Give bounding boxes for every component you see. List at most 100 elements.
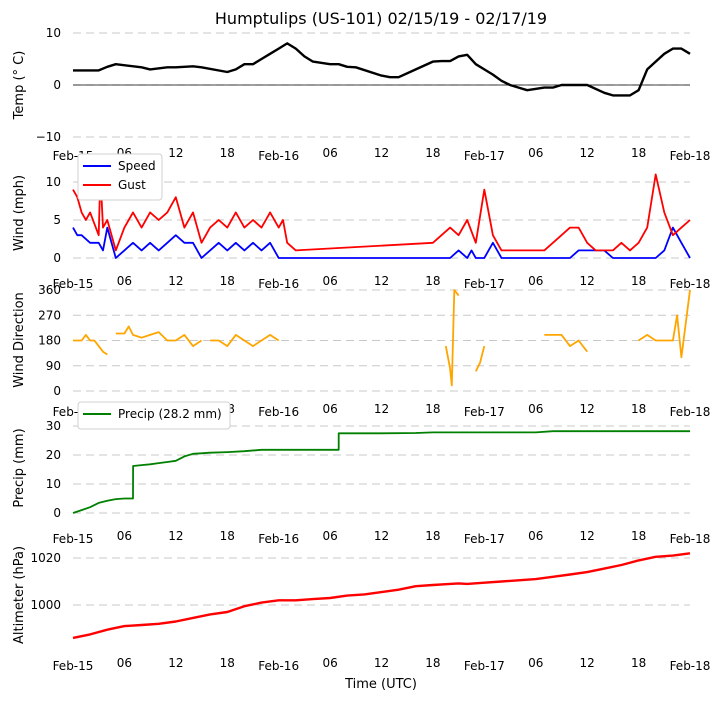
x-tick-label: 06 bbox=[322, 402, 337, 416]
y-axis-label: Precip (mm) bbox=[12, 428, 27, 507]
series-line-direction bbox=[210, 334, 280, 347]
y-tick-label: 180 bbox=[38, 334, 61, 348]
x-tick-label: Feb-18 bbox=[670, 659, 711, 673]
x-tick-label: Feb-16 bbox=[258, 659, 299, 673]
series-line-direction bbox=[115, 325, 202, 347]
y-tick-label: 10 bbox=[46, 175, 61, 189]
x-tick-label: Feb-15 bbox=[53, 532, 94, 546]
x-tick-label: Feb-18 bbox=[670, 532, 711, 546]
x-tick-label: 06 bbox=[528, 656, 543, 670]
x-tick-label: Feb-16 bbox=[258, 532, 299, 546]
x-tick-label: Feb-17 bbox=[464, 532, 505, 546]
x-axis-label: Time (UTC) bbox=[344, 677, 417, 692]
x-tick-label: 12 bbox=[374, 656, 389, 670]
x-tick-label: Feb-18 bbox=[670, 405, 711, 419]
panel-precip: 30 20 10 0 Feb-15 06 12 18 Feb-16 06 12 18 Feb-17 06 1… bbox=[12, 401, 711, 546]
x-tick-label: 18 bbox=[631, 529, 646, 543]
series-line-direction bbox=[474, 345, 486, 372]
x-tick-label: 06 bbox=[322, 656, 337, 670]
x-tick-label: 12 bbox=[374, 402, 389, 416]
y-axis-label: Wind Direction bbox=[12, 292, 27, 388]
x-tick-label: Feb-17 bbox=[464, 277, 505, 291]
series-line-temp bbox=[73, 42, 691, 97]
series-line-direction bbox=[638, 289, 691, 359]
x-tick-label: 18 bbox=[425, 274, 440, 288]
legend-box bbox=[77, 401, 231, 430]
series-line-direction bbox=[544, 334, 588, 353]
x-tick-label: 12 bbox=[374, 274, 389, 288]
series-line-gust bbox=[72, 173, 691, 252]
legend-label: Precip (28.2 mm) bbox=[118, 407, 222, 421]
x-tick-label: Feb-17 bbox=[464, 149, 505, 163]
x-tick-label: 06 bbox=[528, 146, 543, 160]
x-tick-label: 06 bbox=[117, 529, 132, 543]
y-tick-label: 30 bbox=[46, 419, 61, 433]
x-tick-label: 12 bbox=[168, 146, 183, 160]
series-line-speed bbox=[72, 226, 691, 259]
series-line-altimeter bbox=[72, 552, 691, 640]
legend-label: Speed bbox=[118, 159, 156, 173]
x-tick-label: 12 bbox=[580, 274, 595, 288]
x-tick-label: Feb-18 bbox=[670, 149, 711, 163]
x-tick-label: 12 bbox=[168, 274, 183, 288]
x-tick-label: 18 bbox=[220, 656, 235, 670]
y-tick-label: 1020 bbox=[30, 551, 61, 565]
x-tick-label: 18 bbox=[220, 529, 235, 543]
y-tick-label: 1000 bbox=[30, 598, 61, 612]
x-tick-label: 18 bbox=[220, 146, 235, 160]
y-tick-label: 360 bbox=[38, 283, 61, 297]
x-tick-label: 06 bbox=[117, 274, 132, 288]
x-tick-label: 18 bbox=[631, 146, 646, 160]
x-tick-label: Feb-17 bbox=[464, 405, 505, 419]
panels: 10 0 −10 Feb-15 06 12 18 Feb-16 06 12 18 Feb-17 06 12… bbox=[12, 26, 710, 673]
series-line-precip-28-2-mm- bbox=[72, 430, 690, 514]
x-tick-label: Feb-15 bbox=[53, 659, 94, 673]
x-tick-label: 18 bbox=[631, 402, 646, 416]
x-tick-label: 12 bbox=[580, 529, 595, 543]
x-tick-label: Feb-16 bbox=[258, 277, 299, 291]
x-tick-label: Feb-18 bbox=[670, 277, 711, 291]
y-axis-label: Temp (° C) bbox=[12, 51, 27, 121]
x-tick-label: 06 bbox=[528, 529, 543, 543]
x-tick-label: 12 bbox=[374, 146, 389, 160]
x-tick-label: 06 bbox=[322, 146, 337, 160]
legend: Speed Gust bbox=[77, 153, 163, 201]
y-tick-label: 10 bbox=[46, 477, 61, 491]
x-tick-label: 18 bbox=[425, 656, 440, 670]
x-tick-label: Feb-16 bbox=[258, 405, 299, 419]
y-tick-label: 270 bbox=[38, 308, 61, 322]
y-tick-label: −10 bbox=[36, 130, 61, 144]
y-tick-label: 10 bbox=[46, 26, 61, 40]
x-tick-label: 12 bbox=[580, 656, 595, 670]
y-axis-label: Wind (mph) bbox=[12, 175, 27, 251]
x-tick-label: 18 bbox=[631, 656, 646, 670]
x-tick-label: 06 bbox=[117, 656, 132, 670]
y-tick-label: 0 bbox=[53, 506, 61, 520]
y-axis-label: Altimeter (hPa) bbox=[12, 546, 27, 644]
series-line-direction bbox=[444, 289, 460, 387]
legend: Precip (28.2 mm) bbox=[77, 401, 231, 430]
x-tick-label: 06 bbox=[528, 274, 543, 288]
y-tick-label: 20 bbox=[46, 448, 61, 462]
x-tick-label: 18 bbox=[220, 274, 235, 288]
panel-wind: 10 5 0 Feb-15 06 12 18 Feb-16 06 12 18 Feb-17 06 12 18… bbox=[12, 153, 711, 291]
x-tick-label: 18 bbox=[425, 146, 440, 160]
x-tick-label: Feb-16 bbox=[258, 149, 299, 163]
x-tick-label: Feb-17 bbox=[464, 659, 505, 673]
series-line-direction bbox=[73, 334, 108, 356]
chart-title: Humptulips (US-101) 02/15/19 - 02/17/19 bbox=[215, 9, 547, 28]
x-tick-label: 18 bbox=[631, 274, 646, 288]
panel-wind_direction: 360270180900Feb-15061218Feb-16061218Feb-… bbox=[12, 283, 710, 419]
x-tick-label: 12 bbox=[580, 146, 595, 160]
x-tick-label: 12 bbox=[374, 529, 389, 543]
x-tick-label: 18 bbox=[425, 529, 440, 543]
x-tick-label: 18 bbox=[425, 402, 440, 416]
panel-altimeter: 1020 1000 Feb-15 06 12 18 Feb-16 06 12 18 Feb-17 06… bbox=[12, 546, 710, 673]
y-tick-label: 0 bbox=[53, 78, 61, 92]
x-tick-label: 06 bbox=[322, 529, 337, 543]
y-tick-label: 0 bbox=[53, 384, 61, 398]
x-tick-label: 12 bbox=[580, 402, 595, 416]
x-tick-label: 06 bbox=[528, 402, 543, 416]
